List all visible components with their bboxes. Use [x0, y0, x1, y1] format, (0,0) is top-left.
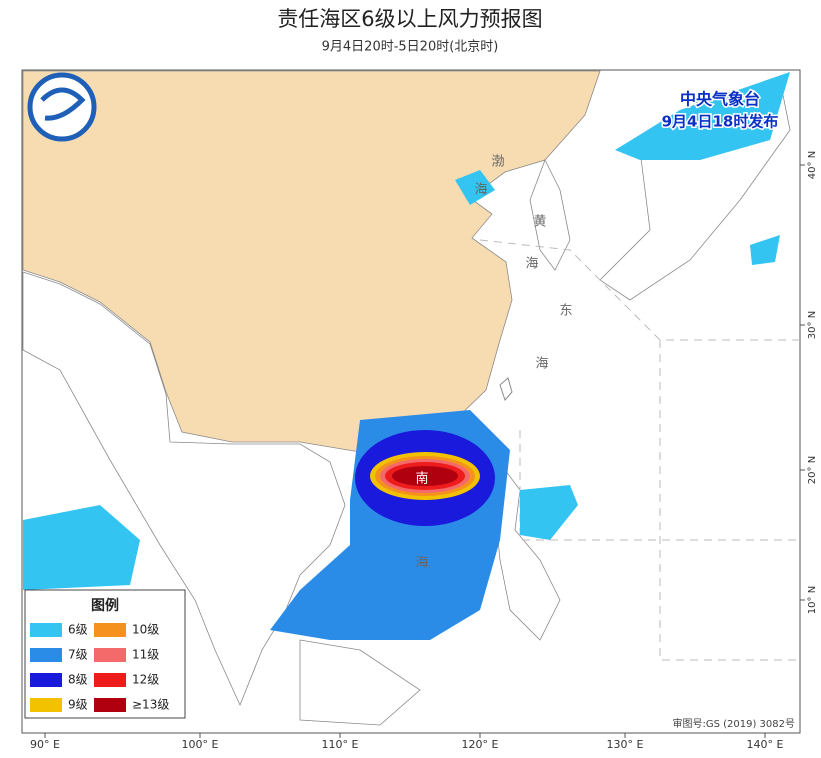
china-land [22, 70, 601, 453]
logo [27, 72, 97, 142]
sea-label: 黄 [533, 215, 546, 230]
lon-label: 130° E [607, 738, 644, 751]
sea-label: 海 [525, 257, 538, 272]
lat-label: 30° N [807, 311, 818, 339]
wind-areas [23, 72, 790, 640]
publisher-name: 中央气象台 [680, 90, 760, 109]
legend-swatch [94, 623, 126, 637]
legend-title: 图例 [91, 597, 119, 614]
map: 中央气象台 9月4日18时发布 审图号:GS (2019) 3082号 渤海黄海… [21, 69, 801, 734]
lon-label: 110° E [322, 738, 359, 751]
lon-label: 90° E [30, 738, 60, 751]
legend-swatch [30, 648, 62, 662]
wind-area-13 [392, 466, 458, 486]
lon-label: 120° E [462, 738, 499, 751]
legend-swatch [30, 698, 62, 712]
wind-area-6 [520, 485, 578, 540]
subtitle: 9月4日20时-5日20时(北京时) [322, 40, 499, 55]
lat-label: 20° N [807, 456, 818, 484]
legend-swatch [94, 673, 126, 687]
legend-label: 10级 [132, 623, 159, 637]
logo-mark [40, 87, 86, 121]
legend-label: 11级 [132, 648, 159, 662]
lat-label: 10° N [807, 586, 818, 614]
boundary-lines [479, 239, 800, 661]
legend-label: ≥13级 [132, 698, 169, 712]
legend-swatch [94, 698, 126, 712]
wind-area-6 [23, 505, 140, 590]
sea-label: 海 [474, 183, 487, 198]
taiwan [499, 377, 513, 401]
legend-swatch [30, 623, 62, 637]
legend-label: 12级 [132, 673, 159, 687]
title: 责任海区6级以上风力预报图 [277, 7, 542, 31]
legend-label: 9级 [68, 698, 88, 712]
wind-area-6 [455, 170, 495, 205]
lat-label: 40° N [807, 151, 818, 179]
approval-number: 审图号:GS (2019) 3082号 [672, 717, 795, 730]
sea-label: 渤 [491, 154, 504, 170]
legend-swatch [30, 673, 62, 687]
southeast-asia-land [22, 271, 346, 707]
legend-label: 7级 [68, 648, 88, 662]
legend-label: 8级 [68, 673, 88, 687]
publisher-time: 9月4日18时发布 [662, 113, 779, 131]
legend-swatch [94, 648, 126, 662]
korea [529, 159, 571, 271]
wind-area-6 [615, 72, 790, 160]
legend-label: 6级 [68, 623, 88, 637]
sea-label: 东 [559, 304, 572, 319]
legend: 图例 6级 7级 8级 9级 10级 11级 12级 ≥13级 [24, 589, 186, 719]
lon-label: 100° E [182, 738, 219, 751]
sea-label: 海 [535, 357, 548, 372]
borneo [299, 639, 421, 726]
sea-label: 海 [415, 556, 428, 571]
lon-label: 140° E [747, 738, 784, 751]
wind-area-6 [750, 235, 780, 265]
sea-label: 南 [415, 471, 428, 487]
